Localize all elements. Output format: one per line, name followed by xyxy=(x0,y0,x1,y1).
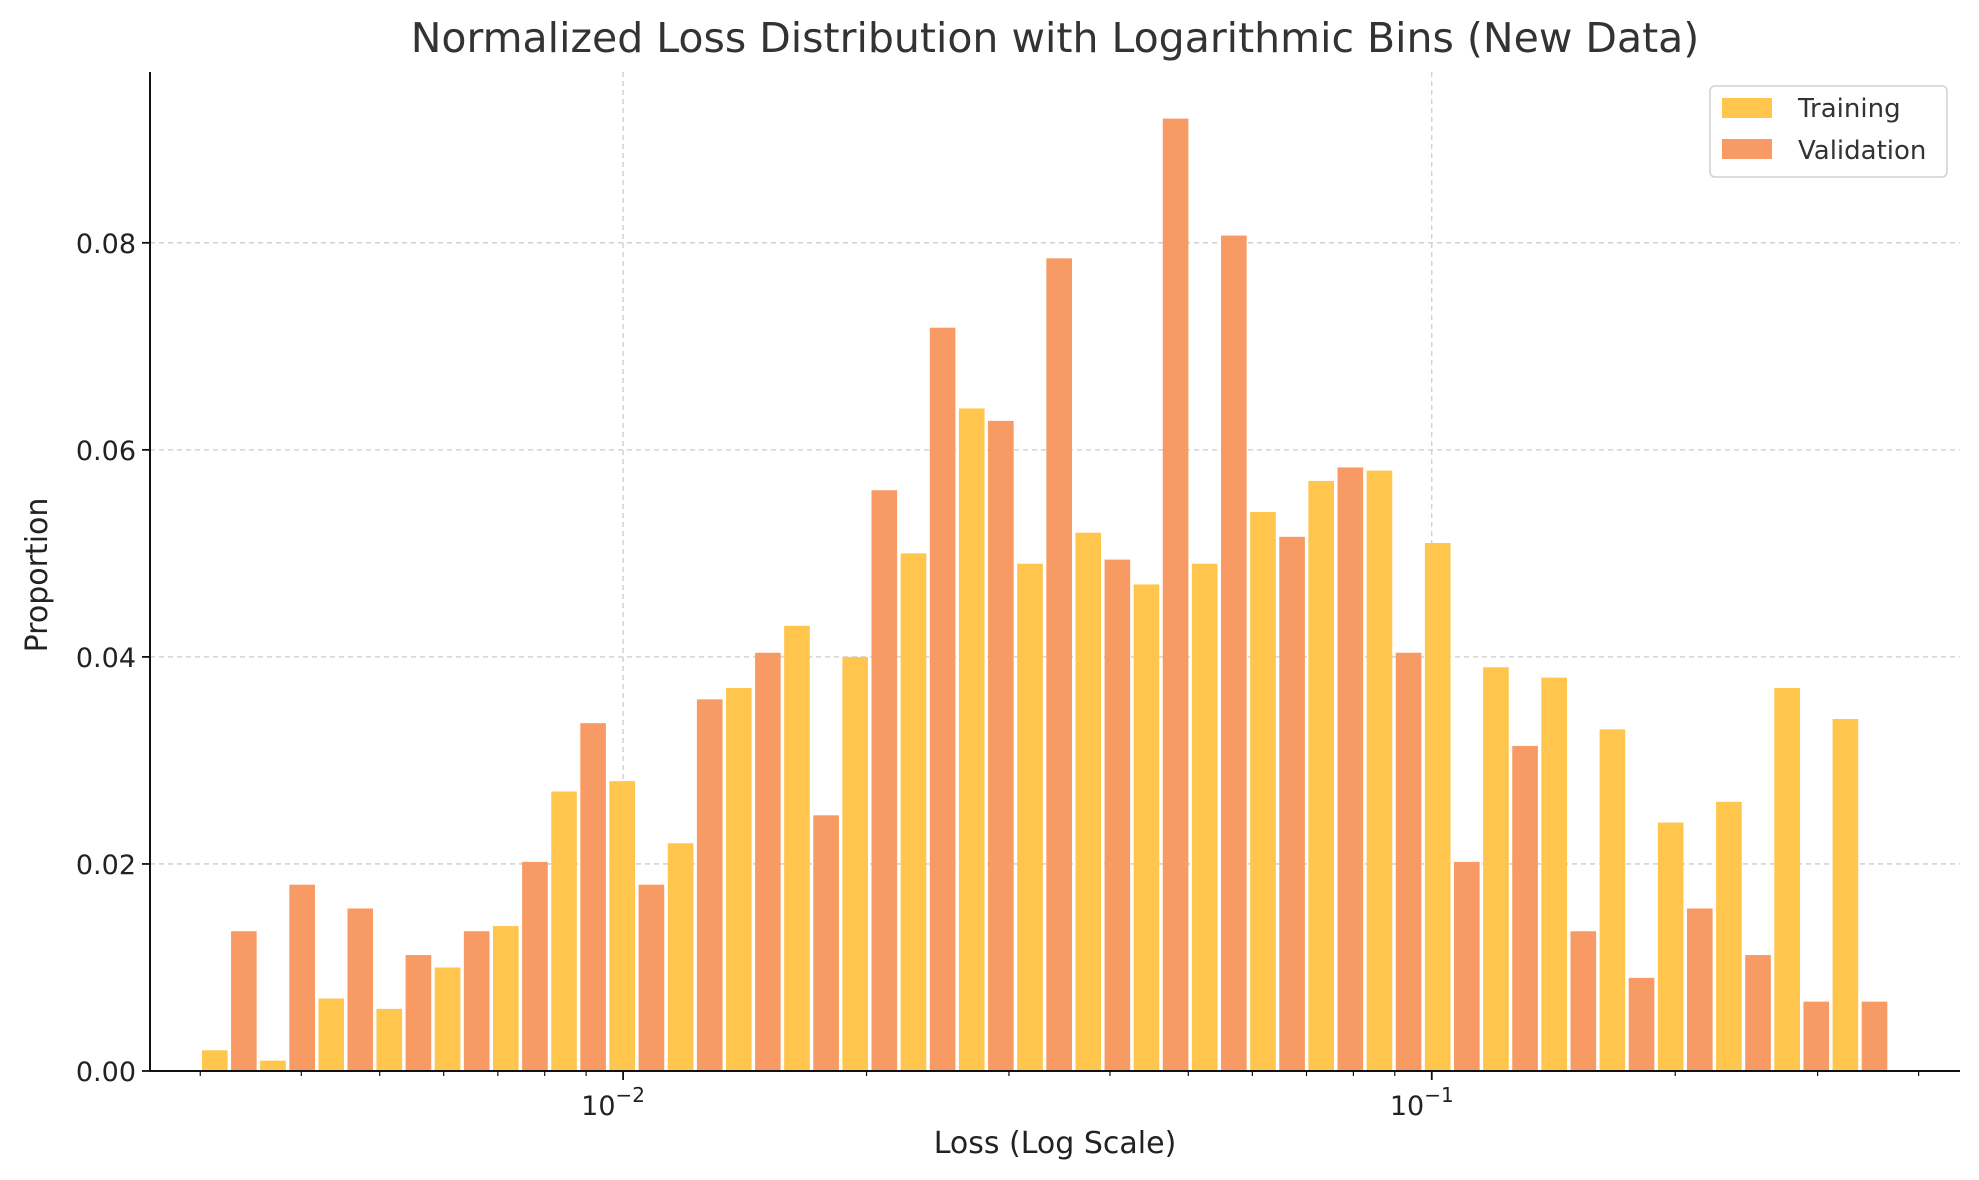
y-tick-label: 0.06 xyxy=(76,436,136,467)
bar-training-23 xyxy=(1541,677,1567,1071)
bar-training-25 xyxy=(1657,822,1684,1071)
bar-validation-5 xyxy=(522,861,548,1071)
bar-training-15 xyxy=(1075,532,1102,1071)
bar-training-2 xyxy=(318,998,344,1071)
bar-training-19 xyxy=(1308,480,1335,1071)
bar-validation-19 xyxy=(1337,467,1364,1071)
legend-label-validation: Validation xyxy=(1798,136,1926,166)
bar-training-26 xyxy=(1716,801,1742,1071)
bar-training-3 xyxy=(376,1008,403,1071)
bar-training-24 xyxy=(1599,729,1626,1071)
bar-training-4 xyxy=(434,967,461,1071)
bar-validation-14 xyxy=(1046,258,1072,1071)
legend-swatch-training xyxy=(1722,98,1772,118)
bar-validation-7 xyxy=(638,884,665,1071)
bar-validation-0 xyxy=(231,931,257,1071)
bar-validation-17 xyxy=(1221,235,1247,1071)
bar-validation-8 xyxy=(696,699,723,1071)
bar-validation-3 xyxy=(405,955,432,1071)
bar-validation-23 xyxy=(1570,931,1597,1071)
bar-validation-20 xyxy=(1395,652,1422,1071)
legend: Training Validation xyxy=(1709,85,1948,178)
bar-training-20 xyxy=(1366,470,1393,1071)
bar-training-12 xyxy=(900,553,927,1071)
bar-validation-22 xyxy=(1512,745,1538,1071)
chart-title: Normalized Loss Distribution with Logari… xyxy=(411,14,1700,62)
axes: 0.00 0.02 0.04 0.06 0.08 10−2 10−1 xyxy=(76,72,1960,1122)
bar-training-5 xyxy=(492,926,519,1071)
bar-validation-13 xyxy=(988,420,1014,1072)
bar-training-1 xyxy=(260,1060,286,1071)
bar-validation-21 xyxy=(1453,861,1480,1071)
bar-training-14 xyxy=(1017,563,1043,1071)
bar-validation-26 xyxy=(1745,955,1771,1071)
y-axis-label: Proportion xyxy=(20,498,55,653)
bar-training-11 xyxy=(842,656,869,1071)
y-tick-label: 0.02 xyxy=(76,850,136,881)
legend-label-training: Training xyxy=(1797,94,1901,124)
bar-training-27 xyxy=(1774,687,1800,1071)
bar-validation-15 xyxy=(1104,559,1131,1071)
bar-training-8 xyxy=(667,843,694,1071)
bar-training-17 xyxy=(1191,563,1218,1071)
bar-training-9 xyxy=(726,687,752,1071)
bar-training-21 xyxy=(1424,543,1451,1071)
bar-training-18 xyxy=(1250,511,1276,1071)
x-tick-label: 10−2 xyxy=(581,1083,645,1122)
bars xyxy=(202,118,1888,1072)
y-tick-label: 0.04 xyxy=(76,643,136,674)
bar-training-10 xyxy=(784,625,810,1071)
bar-validation-16 xyxy=(1162,118,1189,1071)
bar-validation-12 xyxy=(929,327,956,1071)
bar-training-6 xyxy=(551,791,577,1071)
bar-validation-4 xyxy=(463,931,490,1071)
bar-validation-10 xyxy=(813,815,839,1071)
bar-training-0 xyxy=(202,1050,228,1071)
bar-training-16 xyxy=(1133,584,1160,1071)
x-axis-label: Loss (Log Scale) xyxy=(934,1126,1177,1161)
bar-validation-1 xyxy=(289,884,315,1071)
bar-validation-11 xyxy=(871,490,898,1071)
legend-swatch-validation xyxy=(1722,139,1772,159)
bar-training-7 xyxy=(609,781,636,1071)
bar-validation-18 xyxy=(1279,536,1305,1071)
bar-validation-27 xyxy=(1803,1001,1830,1071)
bar-validation-9 xyxy=(755,652,781,1071)
bar-validation-25 xyxy=(1686,908,1713,1071)
bar-validation-6 xyxy=(580,723,606,1071)
bar-validation-28 xyxy=(1861,1001,1888,1071)
x-tick-label: 10−1 xyxy=(1390,1083,1454,1122)
bar-validation-24 xyxy=(1628,977,1655,1071)
y-tick-label: 0.08 xyxy=(76,229,136,260)
bar-validation-2 xyxy=(347,908,373,1071)
bar-training-28 xyxy=(1832,719,1859,1071)
y-tick-label: 0.00 xyxy=(76,1057,136,1088)
bar-training-22 xyxy=(1483,667,1509,1071)
bar-training-13 xyxy=(958,408,985,1071)
